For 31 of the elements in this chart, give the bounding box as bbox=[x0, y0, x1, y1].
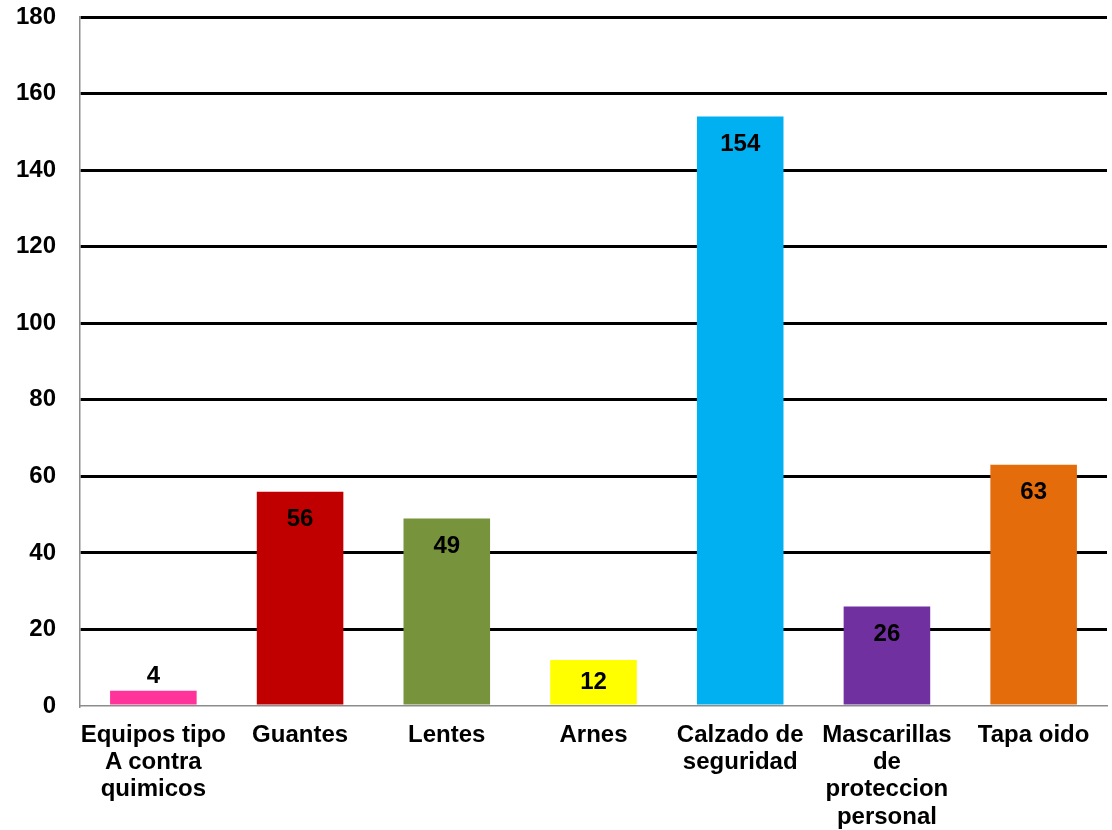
data-label: 154 bbox=[720, 129, 761, 157]
y-tick-label: 160 bbox=[15, 78, 56, 106]
y-tick-label: 120 bbox=[15, 231, 56, 259]
bar bbox=[696, 116, 784, 705]
bar bbox=[990, 464, 1077, 705]
y-tick-label: 100 bbox=[15, 307, 56, 335]
y-tick-label: 180 bbox=[15, 1, 56, 29]
x-tick-label: Equipos tipo A contra quimicos bbox=[80, 720, 227, 802]
data-label: 26 bbox=[873, 619, 901, 647]
data-label: 12 bbox=[580, 666, 607, 694]
y-tick-label: 80 bbox=[29, 384, 56, 412]
data-label: 56 bbox=[286, 504, 314, 532]
y-tick-label: 0 bbox=[42, 690, 56, 718]
bar bbox=[110, 690, 197, 705]
y-tick-label: 40 bbox=[29, 537, 56, 565]
x-tick-label: Mascarillas de proteccion personal bbox=[822, 720, 952, 829]
x-tick-label: Calzado de seguridad bbox=[676, 720, 804, 775]
bar bbox=[256, 491, 344, 705]
y-tick-label: 60 bbox=[29, 460, 56, 488]
y-tick-label: 140 bbox=[15, 154, 56, 182]
bar bbox=[403, 518, 491, 705]
data-label: 4 bbox=[146, 661, 161, 689]
x-tick-label: Lentes bbox=[408, 720, 486, 748]
x-tick-label: Guantes bbox=[252, 720, 349, 748]
data-label: 63 bbox=[1020, 477, 1047, 505]
x-tick-label: Tapa oido bbox=[977, 720, 1090, 748]
x-tick-label: Arnes bbox=[559, 720, 628, 748]
data-label: 49 bbox=[433, 531, 461, 559]
bar bbox=[843, 606, 931, 705]
y-tick-label: 20 bbox=[29, 614, 56, 642]
bar bbox=[550, 660, 637, 705]
